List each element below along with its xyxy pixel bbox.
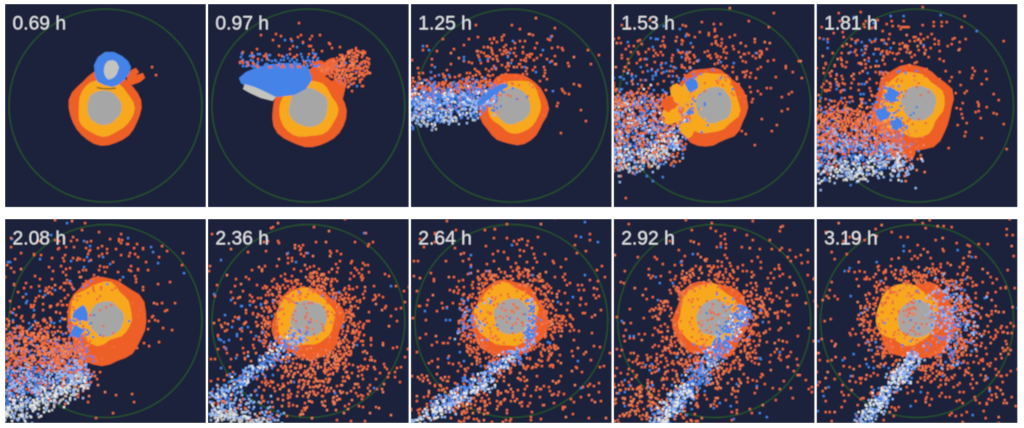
svg-text:0.69 h: 0.69 h xyxy=(13,14,67,35)
svg-text:3.19 h: 3.19 h xyxy=(824,229,878,250)
svg-text:2.92 h: 2.92 h xyxy=(621,229,675,250)
svg-text:2.08 h: 2.08 h xyxy=(13,229,67,250)
svg-text:2.64 h: 2.64 h xyxy=(418,229,472,250)
svg-text:1.53 h: 1.53 h xyxy=(621,14,675,35)
svg-text:0.97 h: 0.97 h xyxy=(215,14,269,35)
svg-text:2.36 h: 2.36 h xyxy=(215,229,269,250)
svg-text:1.81 h: 1.81 h xyxy=(824,14,878,35)
svg-text:1.25 h: 1.25 h xyxy=(418,14,472,35)
